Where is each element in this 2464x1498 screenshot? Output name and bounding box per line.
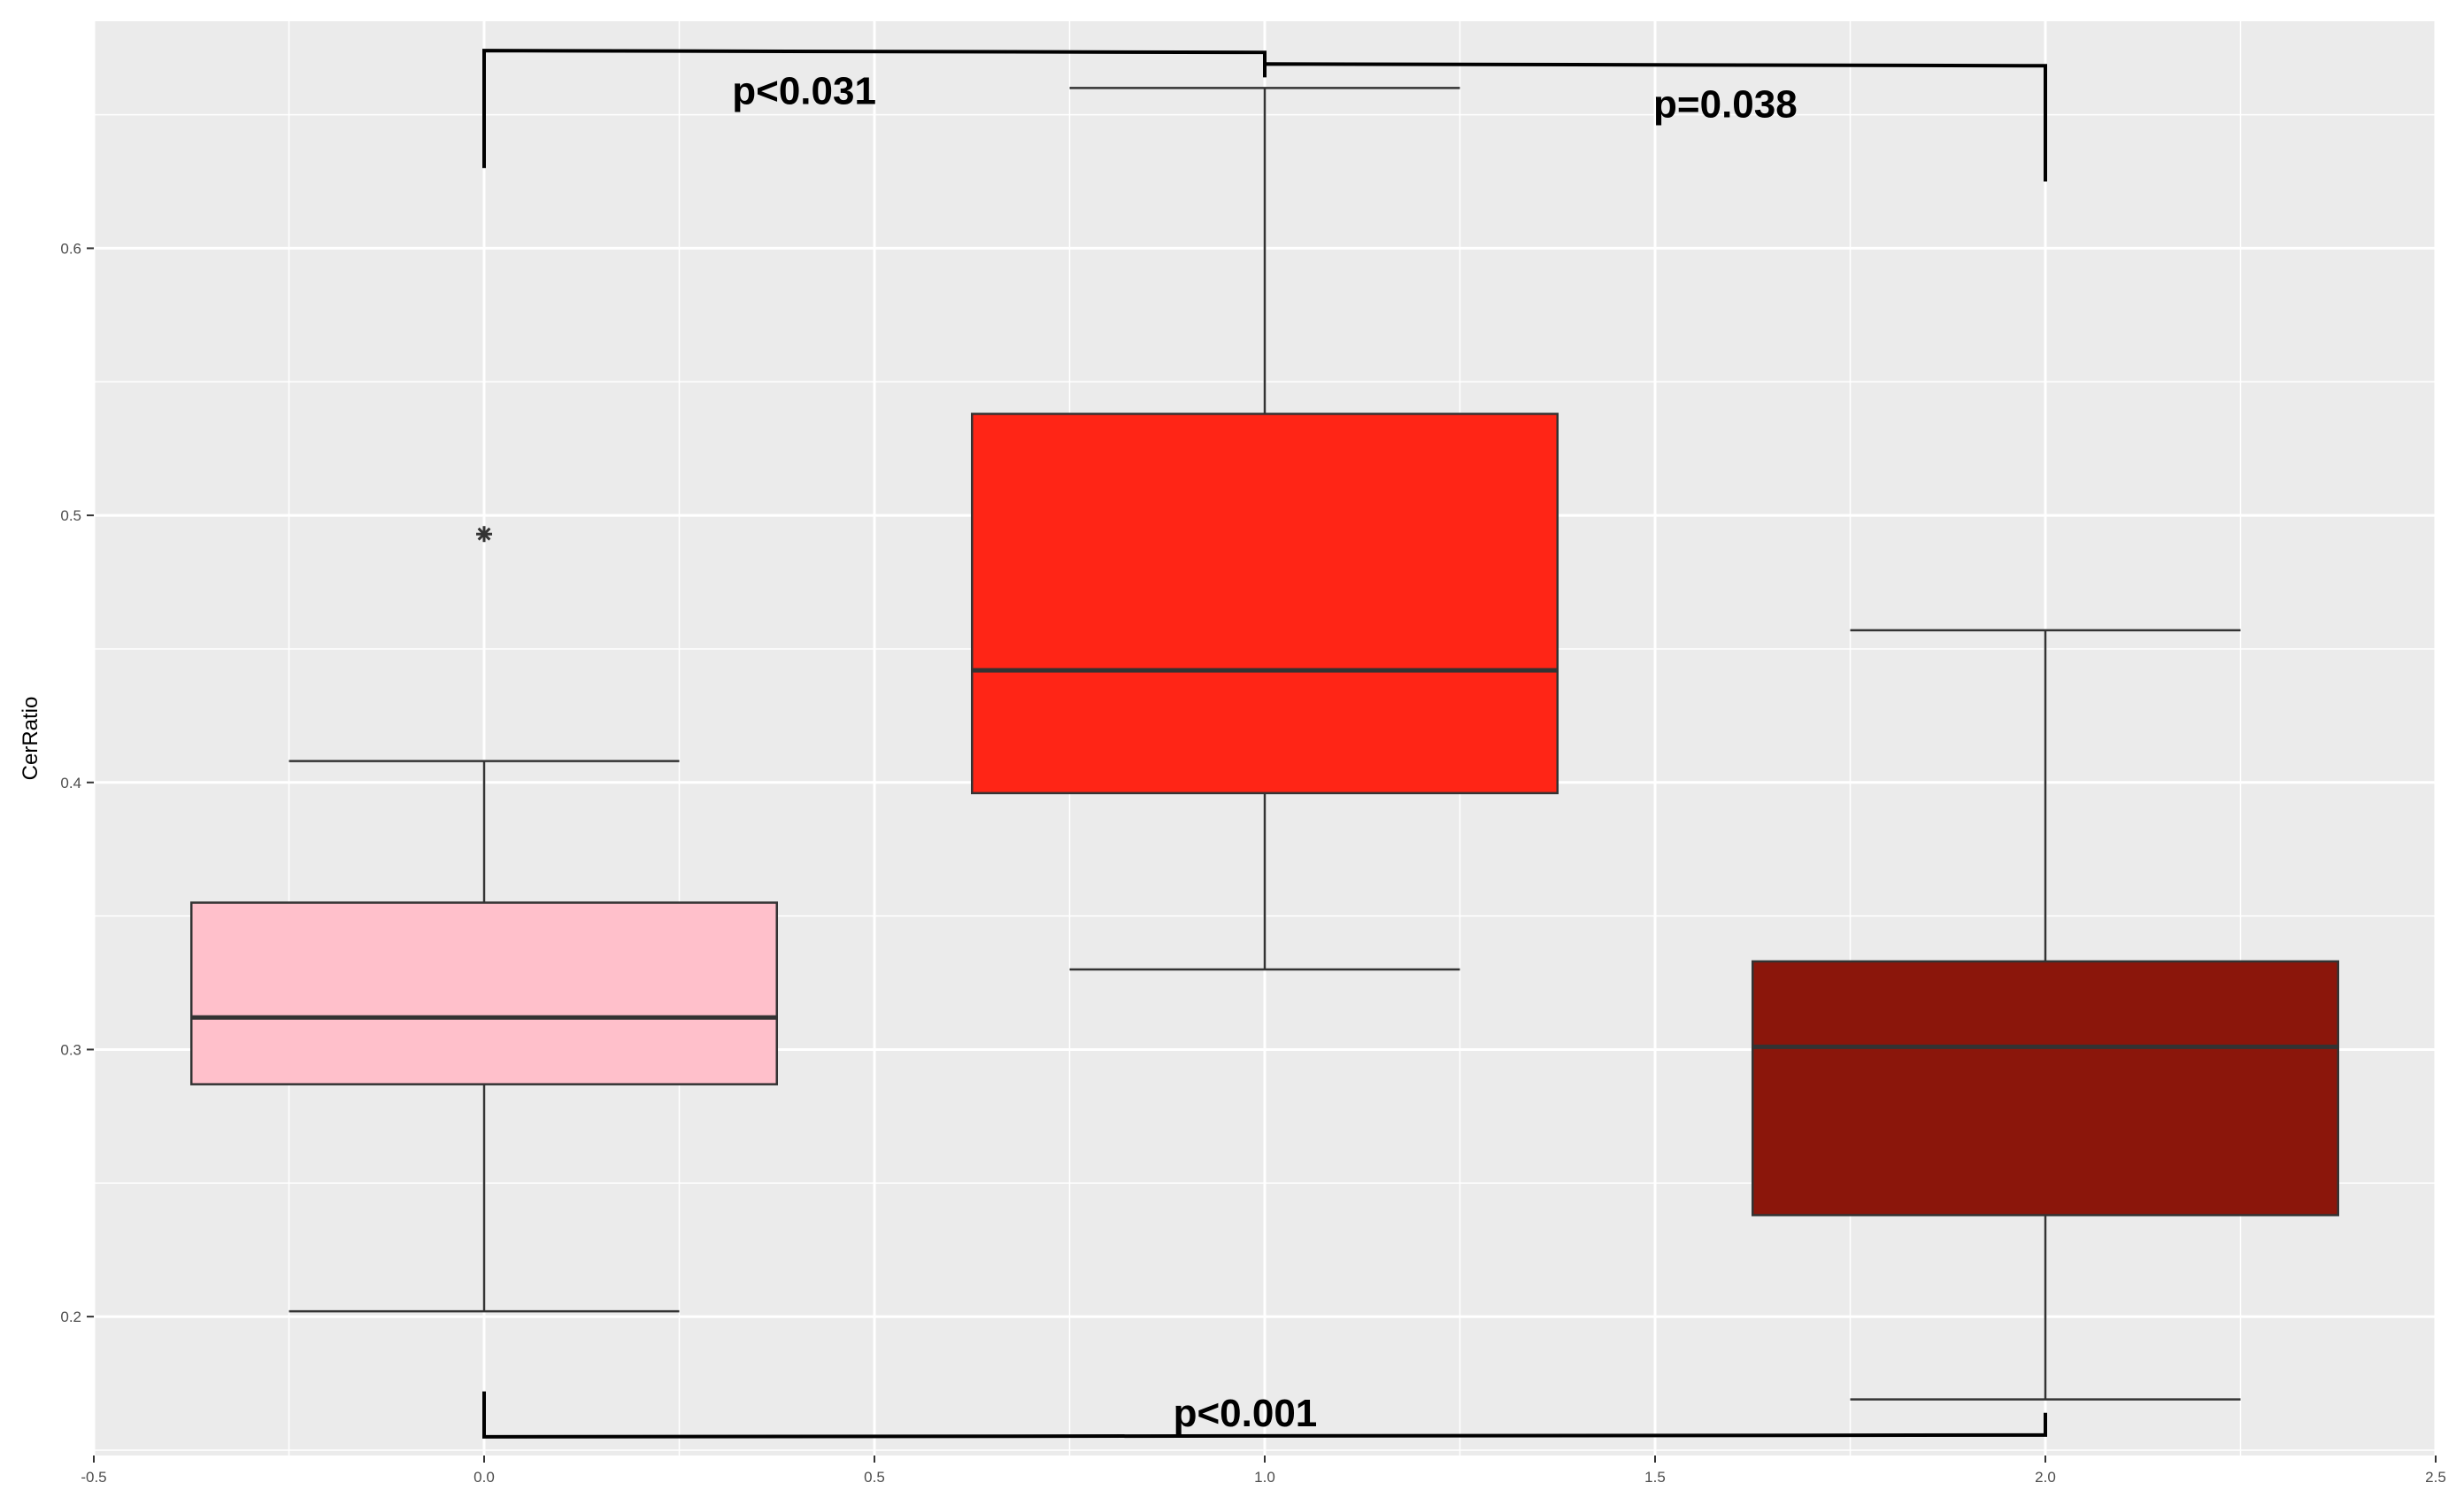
y-axis: 0.2 0.3 0.4 0.5 0.6 [60, 240, 94, 1325]
x-tick-label: 0.5 [864, 1469, 885, 1486]
box-iqr [1752, 960, 2339, 1216]
bracket-line [1263, 62, 2047, 182]
p-value-label: p<0.001 [1174, 1392, 1318, 1435]
box-group-2 [1752, 629, 2339, 1401]
box-group-0 [190, 526, 778, 1313]
y-tick-label: 0.5 [60, 507, 81, 524]
y-tick-label: 0.3 [60, 1041, 81, 1058]
y-tick-label: 0.2 [60, 1309, 81, 1325]
boxes [190, 87, 2339, 1401]
annotations: p<0.031 p=0.038 p<0.001 [482, 49, 2047, 1439]
box-group-1 [971, 87, 1559, 971]
x-tick-label: 1.0 [1254, 1469, 1275, 1486]
x-tick-label: -0.5 [81, 1469, 106, 1486]
significance-bracket-0: p<0.031 [482, 49, 1267, 168]
x-tick-label: 2.0 [2035, 1469, 2056, 1486]
box-iqr [971, 413, 1559, 795]
significance-bracket-2: p<0.001 [482, 1391, 2047, 1439]
x-tick-label: 2.5 [2425, 1469, 2446, 1486]
x-axis: -0.5 0.0 0.5 1.0 1.5 2.0 2.5 [81, 1456, 2446, 1486]
x-tick-label: 1.5 [1644, 1469, 1666, 1486]
y-tick-label: 0.4 [60, 775, 81, 791]
bracket-line [482, 49, 1267, 168]
box-iqr [190, 901, 778, 1085]
x-tick-label: 0.0 [474, 1469, 495, 1486]
y-axis-title: CerRatio [19, 697, 42, 781]
p-value-label: p<0.031 [732, 70, 876, 113]
outlier-point [476, 526, 492, 543]
bracket-line [482, 1391, 2047, 1439]
p-value-label: p=0.038 [1653, 83, 1798, 127]
y-tick-label: 0.6 [60, 240, 81, 257]
outlier-star-stroke [477, 527, 491, 541]
significance-bracket-1: p=0.038 [1263, 62, 2047, 182]
